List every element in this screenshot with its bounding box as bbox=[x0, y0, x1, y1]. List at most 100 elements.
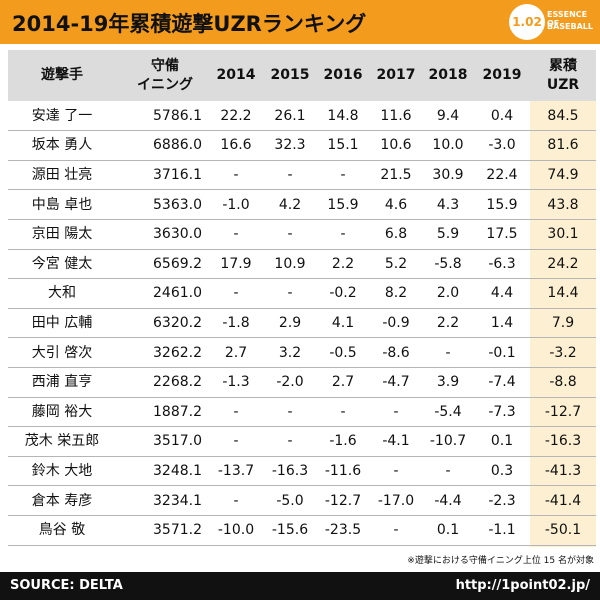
table-cell: -6.3 bbox=[488, 255, 516, 272]
table-cell: - bbox=[340, 167, 346, 183]
table-cell: 24.2 bbox=[547, 255, 579, 272]
row-divider bbox=[8, 455, 596, 457]
row-divider bbox=[8, 218, 596, 220]
table-cell: 2.2 bbox=[436, 315, 460, 331]
table-cell: -3.0 bbox=[488, 137, 516, 154]
table-cell: - bbox=[233, 403, 239, 420]
logo: 1.02 bbox=[509, 4, 545, 40]
table-cell: -4.4 bbox=[434, 492, 462, 509]
table-cell: - bbox=[340, 403, 346, 420]
table-cell: 5.9 bbox=[436, 226, 460, 243]
player-name: 坂本 勇人 bbox=[31, 137, 93, 154]
table-cell: 4.1 bbox=[331, 315, 355, 331]
table-cell: -13.7 bbox=[217, 463, 255, 479]
table-cell: - bbox=[233, 433, 239, 450]
player-name: 鈴木 大地 bbox=[31, 463, 93, 479]
table-cell: -1.8 bbox=[222, 315, 250, 331]
table-cell: 1887.2 bbox=[153, 403, 202, 420]
player-name: 中島 卓也 bbox=[31, 196, 93, 213]
table-cell: 21.5 bbox=[380, 167, 412, 183]
table-cell: 2.7 bbox=[224, 344, 248, 361]
table-cell: - bbox=[233, 226, 239, 243]
table-cell: -12.7 bbox=[544, 403, 582, 420]
table-cell: - bbox=[445, 463, 451, 479]
row-divider bbox=[8, 278, 596, 280]
table-cell: 84.5 bbox=[547, 107, 579, 124]
column-header: 2014 bbox=[216, 67, 256, 83]
table-cell: - bbox=[445, 344, 451, 361]
table-cell: 4.3 bbox=[436, 196, 460, 213]
table-cell: -0.2 bbox=[329, 285, 357, 302]
row-divider bbox=[8, 544, 596, 546]
column-header: 2016 bbox=[323, 67, 363, 83]
table-cell: -15.6 bbox=[271, 522, 309, 539]
table-cell: -23.5 bbox=[324, 522, 362, 539]
column-header: 守備 bbox=[151, 57, 179, 74]
table-cell: - bbox=[287, 403, 293, 420]
table-cell: - bbox=[233, 285, 239, 302]
url[interactable]: http://1point02.jp/ bbox=[455, 578, 590, 593]
table-cell: 4.2 bbox=[278, 196, 302, 213]
table-cell: -16.3 bbox=[544, 433, 582, 450]
table-cell: 2461.0 bbox=[153, 285, 202, 302]
row-divider bbox=[8, 337, 596, 339]
table-cell: - bbox=[340, 226, 346, 243]
table-cell: - bbox=[287, 226, 293, 243]
table-cell: 2.7 bbox=[331, 374, 355, 391]
table-cell: 7.9 bbox=[551, 315, 575, 331]
table-cell: 5786.1 bbox=[153, 107, 202, 124]
table-cell: 30.9 bbox=[432, 167, 464, 183]
player-name: 大引 啓次 bbox=[31, 344, 93, 361]
table-cell: -10.7 bbox=[429, 433, 467, 450]
table-cell: 10.9 bbox=[274, 255, 306, 272]
table-cell: 3234.1 bbox=[153, 492, 202, 509]
table-cell: 3517.0 bbox=[153, 433, 202, 450]
table-cell: -8.6 bbox=[382, 344, 410, 361]
table-cell: -7.3 bbox=[488, 403, 516, 420]
table-cell: -5.0 bbox=[276, 492, 304, 509]
table-cell: 26.1 bbox=[274, 107, 306, 124]
table-cell: 5.2 bbox=[384, 255, 408, 272]
player-name: 鳥谷 敬 bbox=[38, 522, 86, 539]
table-cell: 10.6 bbox=[380, 137, 412, 154]
table-cell: 43.8 bbox=[547, 196, 579, 213]
column-header: 2017 bbox=[376, 67, 416, 83]
column-header: 遊撃手 bbox=[41, 67, 83, 83]
table-cell: 81.6 bbox=[547, 137, 579, 154]
table-cell: 6569.2 bbox=[153, 255, 202, 272]
row-divider bbox=[8, 514, 596, 516]
player-name: 京田 陽太 bbox=[31, 226, 93, 243]
table-cell: 14.4 bbox=[547, 285, 579, 302]
table-cell: -5.4 bbox=[434, 403, 462, 420]
table-cell: 9.4 bbox=[436, 107, 460, 124]
table-cell: -1.0 bbox=[222, 196, 250, 213]
row-divider bbox=[8, 366, 596, 368]
table-cell: -10.0 bbox=[217, 522, 255, 539]
table-cell: 1.4 bbox=[490, 315, 514, 331]
table-cell: 17.5 bbox=[486, 226, 518, 243]
table-cell: - bbox=[393, 463, 399, 479]
table-cell: 15.9 bbox=[486, 196, 518, 213]
table-cell: 3571.2 bbox=[153, 522, 202, 539]
table-cell: -0.9 bbox=[382, 315, 410, 331]
table-cell: 2.0 bbox=[436, 285, 460, 302]
table-cell: 2268.2 bbox=[153, 374, 202, 391]
row-divider bbox=[8, 307, 596, 309]
table-cell: -7.4 bbox=[488, 374, 516, 391]
player-name: 田中 広輔 bbox=[31, 315, 93, 331]
column-header: 累積 bbox=[549, 57, 577, 74]
table-cell: -4.7 bbox=[382, 374, 410, 391]
table-cell: -1.3 bbox=[222, 374, 250, 391]
table-cell: -1.1 bbox=[488, 522, 516, 539]
table-cell: 30.1 bbox=[547, 226, 579, 243]
column-header: 2015 bbox=[270, 67, 310, 83]
table-cell: 22.4 bbox=[486, 167, 518, 183]
table-cell: -41.4 bbox=[544, 492, 582, 509]
column-header: 2018 bbox=[428, 67, 468, 83]
table-cell: - bbox=[287, 433, 293, 450]
table-cell: -11.6 bbox=[324, 463, 362, 479]
table-cell: - bbox=[393, 403, 399, 420]
footer-bar bbox=[0, 572, 600, 600]
table-cell: -0.5 bbox=[329, 344, 357, 361]
